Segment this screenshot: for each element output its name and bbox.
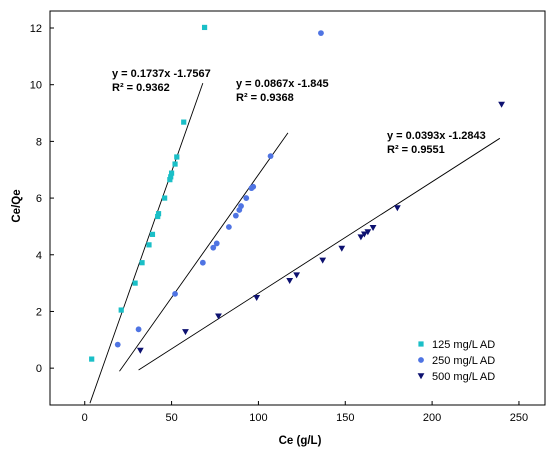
data-point <box>267 153 274 160</box>
x-tick-label: 50 <box>165 412 177 424</box>
y-tick-label: 4 <box>36 250 42 262</box>
y-axis-label: Ce/Qe <box>11 189 23 222</box>
trendline <box>89 82 204 404</box>
trendline <box>119 132 289 372</box>
data-point <box>201 24 208 31</box>
trendline-r2: R² = 0.9368 <box>236 92 294 104</box>
data-point <box>338 245 346 252</box>
y-tick-label: 8 <box>36 136 42 148</box>
data-point <box>318 30 324 37</box>
data-point <box>319 257 327 264</box>
data-point <box>215 313 222 320</box>
trendline-labels: y = 0.1737x -1.7567 R² = 0.9362 y = 0.0867… <box>112 68 486 156</box>
data-point <box>172 290 178 297</box>
legend-label: 125 mg/L AD <box>432 339 495 351</box>
plot-area <box>49 10 546 406</box>
data-point <box>369 225 377 232</box>
data-point <box>167 177 173 183</box>
data-point <box>155 213 161 220</box>
data-point <box>253 295 261 302</box>
y-tick-label: 2 <box>36 306 42 318</box>
data-point <box>357 234 365 241</box>
trendlines <box>89 82 501 404</box>
data-point <box>181 119 187 125</box>
data-point <box>118 307 124 313</box>
data-points <box>89 24 505 362</box>
trendline <box>138 137 501 371</box>
data-point <box>210 244 217 251</box>
legend-label: 500 mg/L AD <box>432 371 495 383</box>
x-tick-label: 0 <box>82 412 88 424</box>
data-point <box>182 329 189 336</box>
data-point <box>393 205 401 212</box>
legend: 125 mg/L AD 250 mg/L AD 500 mg/L AD <box>417 339 495 383</box>
y-tick-label: 0 <box>36 363 42 375</box>
data-point <box>232 212 239 219</box>
data-point <box>238 203 244 209</box>
data-point <box>149 231 156 237</box>
data-point <box>89 356 95 362</box>
data-point <box>199 259 206 266</box>
x-tick-label: 200 <box>423 412 441 424</box>
trendline-equation: y = 0.0867x -1.845 <box>236 78 329 90</box>
legend-label: 250 mg/L AD <box>432 355 495 367</box>
axis-ticks: 0 50 100 150 200 250 0 2 4 6 8 10 12 <box>30 23 528 424</box>
y-tick-label: 12 <box>30 23 42 35</box>
data-point <box>136 347 144 354</box>
data-point <box>213 240 220 247</box>
x-tick-label: 100 <box>249 412 267 424</box>
data-point <box>360 231 368 238</box>
plot-border <box>49 10 546 406</box>
y-tick-label: 6 <box>36 193 42 205</box>
x-axis-label: Ce (g/L) <box>279 435 322 447</box>
x-tick-label: 250 <box>510 412 528 424</box>
data-point <box>243 195 250 201</box>
data-point <box>286 278 294 285</box>
data-point <box>139 260 145 266</box>
legend-marker <box>418 357 424 363</box>
legend-marker <box>418 341 424 347</box>
data-point <box>174 154 180 160</box>
data-point <box>168 174 174 180</box>
data-point <box>364 229 372 236</box>
y-tick-label: 10 <box>30 80 42 92</box>
x-tick-label: 150 <box>336 412 354 424</box>
data-point <box>250 183 257 190</box>
data-point <box>168 170 175 176</box>
trendline-equation: y = 0.0393x -1.2843 <box>387 130 486 142</box>
trendline-r2: R² = 0.9362 <box>112 82 170 94</box>
data-point <box>114 341 121 348</box>
data-point <box>172 161 178 167</box>
legend-marker <box>417 373 425 380</box>
data-point <box>146 242 152 248</box>
data-point <box>225 224 232 230</box>
trendline-equation: y = 0.1737x -1.7567 <box>112 68 211 80</box>
data-point <box>155 211 162 217</box>
data-point <box>293 272 301 279</box>
data-point <box>132 280 138 286</box>
data-point <box>162 195 168 201</box>
data-point <box>498 101 505 108</box>
data-point <box>135 326 142 333</box>
trendline-r2: R² = 0.9551 <box>387 144 445 156</box>
